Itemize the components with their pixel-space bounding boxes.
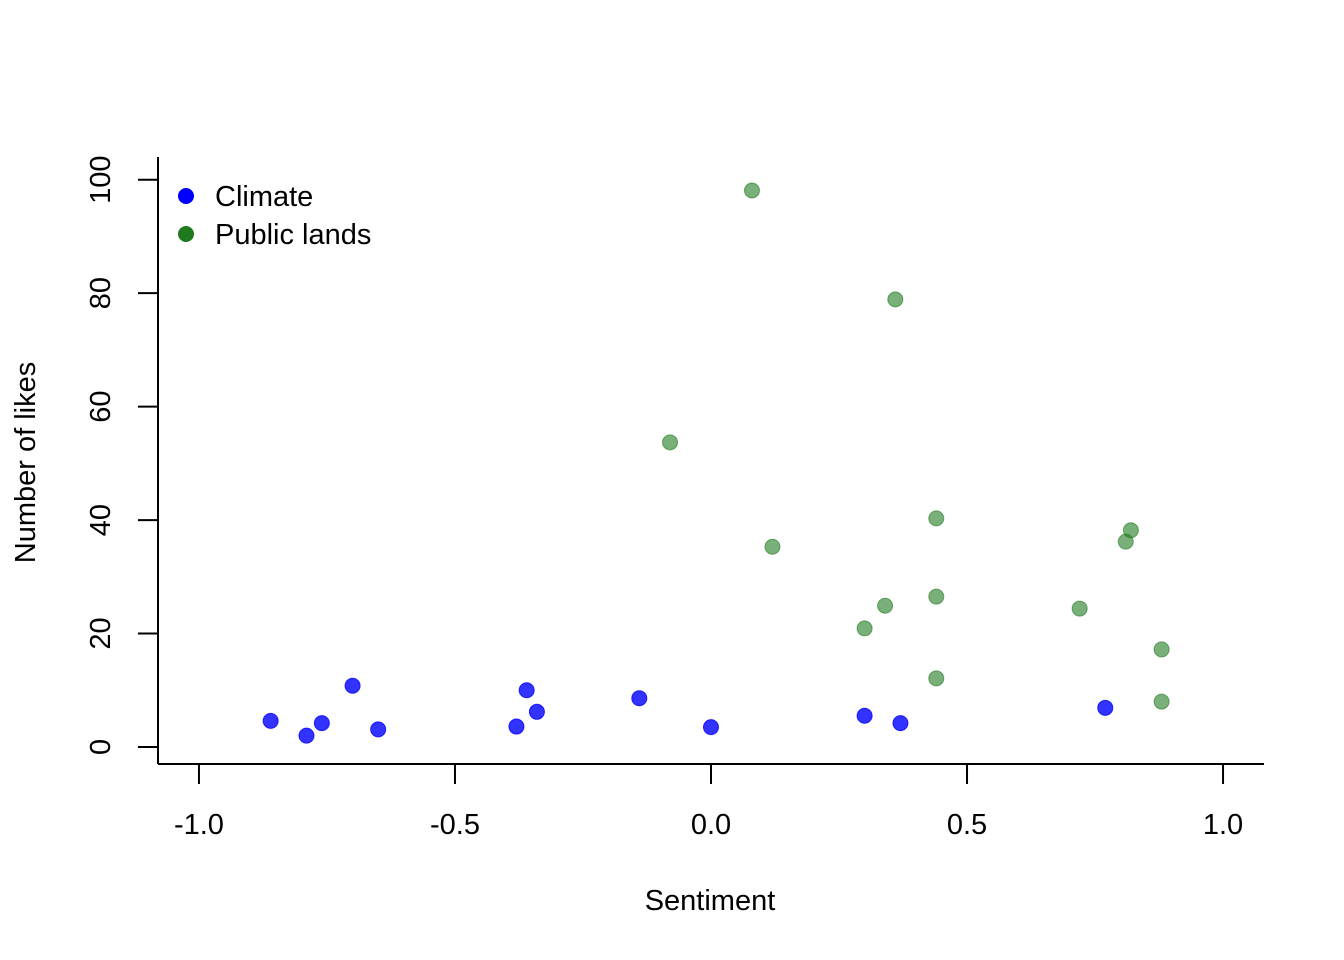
data-point <box>263 713 278 728</box>
y-tick-label: 80 <box>85 277 117 309</box>
x-axis-title: Sentiment <box>645 885 776 917</box>
data-point <box>1098 700 1113 715</box>
legend-label: Climate <box>215 181 313 213</box>
data-point <box>519 683 534 698</box>
legend-marker <box>178 226 194 242</box>
data-point <box>929 671 944 686</box>
data-point <box>345 678 360 693</box>
legend-label: Public lands <box>215 219 371 251</box>
data-point <box>888 292 903 307</box>
x-tick-label: -1.0 <box>174 809 224 841</box>
data-point <box>744 183 759 198</box>
data-point <box>1154 642 1169 657</box>
data-point <box>1118 534 1133 549</box>
data-point <box>929 589 944 604</box>
y-tick-label: 20 <box>85 617 117 649</box>
x-axis-ticks: -1.0 -0.5 0.0 0.5 1.0 <box>174 764 1243 841</box>
data-point <box>1072 601 1087 616</box>
data-point <box>663 435 678 450</box>
x-tick-label: -0.5 <box>430 809 480 841</box>
data-point <box>529 704 544 719</box>
y-tick-label: 40 <box>85 504 117 536</box>
data-point <box>704 720 719 735</box>
data-point <box>1154 694 1169 709</box>
y-axis-title: Number of likes <box>10 362 42 563</box>
data-point <box>509 719 524 734</box>
x-tick-label: 0.5 <box>947 809 987 841</box>
data-point <box>893 716 908 731</box>
data-points <box>263 183 1169 743</box>
y-tick-label: 0 <box>85 739 117 755</box>
data-point <box>857 621 872 636</box>
legend-marker <box>178 188 194 204</box>
legend: Climate Public lands <box>178 181 371 251</box>
x-tick-label: 0.0 <box>691 809 731 841</box>
data-point <box>857 708 872 723</box>
data-point <box>765 539 780 554</box>
x-tick-label: 1.0 <box>1203 809 1243 841</box>
data-point <box>314 716 329 731</box>
series-0 <box>263 678 1113 743</box>
data-point <box>371 722 386 737</box>
data-point <box>878 598 893 613</box>
data-point <box>929 511 944 526</box>
data-point <box>299 728 314 743</box>
y-tick-label: 100 <box>85 155 117 203</box>
y-tick-label: 60 <box>85 390 117 422</box>
data-point <box>632 691 647 706</box>
series-1 <box>663 183 1170 709</box>
y-axis-ticks: 0 20 40 60 80 100 <box>85 155 158 755</box>
